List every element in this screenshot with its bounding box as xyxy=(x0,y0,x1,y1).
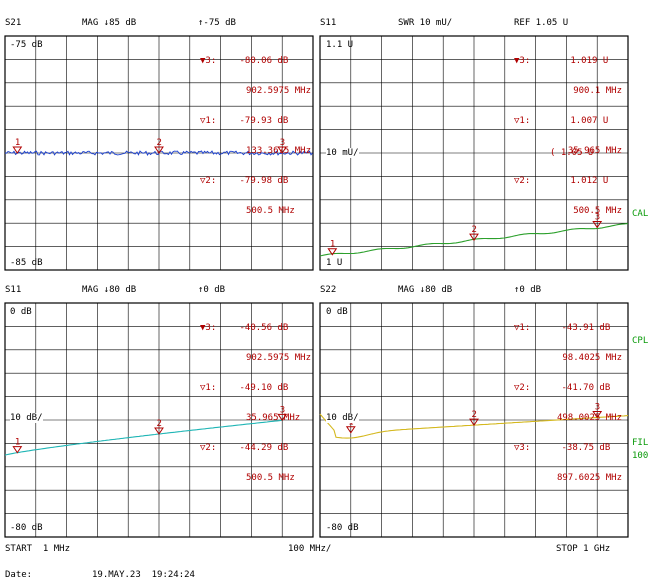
mid-scale-label: 10 dB/ xyxy=(326,413,359,423)
marker-1-freq: 35.965 MHz xyxy=(567,146,622,156)
trace-s11-mag xyxy=(4,419,284,456)
panel-ref: ↑-75 dB xyxy=(198,18,236,28)
marker-3-readout: ▼3: 1.019 U xyxy=(514,56,609,66)
marker-3-readout: ▼3: -40.56 dB xyxy=(200,323,289,333)
date-value: 19.MAY.23 19:24:24 xyxy=(92,570,195,580)
marker-2-readout: ▽2: -79.98 dB xyxy=(200,176,289,186)
marker-list: ▼3: -80.06 dB 902.5975 MHz ▽1: -79.93 dB 1… xyxy=(200,36,311,236)
marker-3-icon xyxy=(592,411,603,419)
marker-2-label: 2 xyxy=(472,225,477,235)
bottom-scale-label: -80 dB xyxy=(10,523,43,533)
panel-param: S11 xyxy=(5,285,22,295)
marker-2-icon xyxy=(154,146,164,154)
marker-1-readout: ▽1: -49.10 dB xyxy=(200,383,289,393)
top-scale-label: 1.1 U xyxy=(326,40,354,50)
panel-format: MAG ↓85 dB xyxy=(82,18,137,28)
side-label-cpl: CPL xyxy=(632,336,649,346)
marker-1-icon xyxy=(345,426,356,434)
mid-scale-label: 10 dB/ xyxy=(10,413,43,423)
marker-1-readout: ▽1: -79.93 dB xyxy=(200,116,289,126)
marker-list: ▽1: -43.91 dB 98.4025 MHz ▽2: -41.70 dB 49… xyxy=(514,303,622,503)
marker-3-freq: 902.5975 MHz xyxy=(246,86,312,96)
marker-1-freq: 133.3675 MHz xyxy=(246,146,312,156)
marker-3-freq: 897.6025 MHz xyxy=(556,473,622,483)
panel-ref: REF 1.05 U xyxy=(514,18,569,28)
marker-1-readout: ▽1: -43.91 dB xyxy=(514,323,611,333)
marker-2-icon xyxy=(154,427,164,435)
panel-param: S21 xyxy=(5,18,22,28)
marker-1-freq: 98.4025 MHz xyxy=(562,353,622,363)
frequency-span: 100 MHz/ xyxy=(288,544,332,554)
marker-3-freq: 902.5975 MHz xyxy=(246,353,312,363)
marker-2-icon xyxy=(469,418,479,427)
marker-2-freq: 500.5 MHz xyxy=(246,473,295,483)
marker-2-freq: 498.0025 MHz xyxy=(556,413,622,423)
marker-2-label: 2 xyxy=(157,419,162,429)
marker-2-label: 2 xyxy=(472,410,477,420)
marker-2-readout: ▽2: -44.29 dB xyxy=(200,443,289,453)
marker-2-readout: ▽2: 1.012 U xyxy=(514,176,609,186)
top-scale-label: 0 dB xyxy=(10,307,32,317)
marker-3-icon xyxy=(592,221,603,229)
marker-3-icon xyxy=(277,146,288,154)
bottom-scale-label: -85 dB xyxy=(10,258,43,268)
panel-format: MAG ↓80 dB xyxy=(82,285,137,295)
panel-ref: ↑0 dB xyxy=(198,285,226,295)
bottom-scale-label: -80 dB xyxy=(326,523,359,533)
marker-1-icon xyxy=(12,146,23,154)
panel-param: S11 xyxy=(320,18,337,28)
marker-3-readout: ▼3: -80.06 dB xyxy=(200,56,289,66)
bottom-scale-label: 1 U xyxy=(326,258,343,268)
marker-list: ▼3: 1.019 U 900.1 MHz ▽1: 1.007 U 35.965 M… xyxy=(514,36,622,236)
marker-3-label: 3 xyxy=(280,405,285,415)
top-scale-label: 0 dB xyxy=(326,307,348,317)
panel-format: MAG ↓80 dB xyxy=(398,285,453,295)
marker-2-icon xyxy=(469,233,479,242)
marker-3-readout: ▽3: -38.75 dB xyxy=(514,443,611,453)
marker-3-icon xyxy=(277,413,288,422)
panel-ref: ↑0 dB xyxy=(514,285,542,295)
panel-format: SWR 10 mU/ xyxy=(398,18,453,28)
side-label-fil: FIL 100 xyxy=(632,438,649,461)
marker-list: ▼3: -40.56 dB 902.5975 MHz ▽1: -49.10 dB 3… xyxy=(200,303,311,503)
top-scale-label: -75 dB xyxy=(10,40,43,50)
marker-1-label: 1 xyxy=(330,240,335,250)
marker-2-label: 2 xyxy=(157,138,162,148)
marker-2-freq: 500.5 MHz xyxy=(573,206,622,216)
marker-1-freq: 35.965 MHz xyxy=(246,413,301,423)
marker-3-label: 3 xyxy=(280,138,285,148)
date-label: Date: xyxy=(5,570,33,580)
marker-1-readout: ▽1: 1.007 U xyxy=(514,116,609,126)
ref-position-indicator: ( 1.05 U xyxy=(550,148,594,158)
panel-param: S22 xyxy=(320,285,337,295)
marker-2-readout: ▽2: -41.70 dB xyxy=(514,383,611,393)
start-frequency: START 1 MHz xyxy=(5,544,71,554)
marker-1-icon xyxy=(327,248,338,256)
marker-3-label: 3 xyxy=(595,403,600,413)
mid-scale-label: 10 mU/ xyxy=(326,148,359,158)
marker-1-label: 1 xyxy=(15,138,20,148)
stop-frequency: STOP 1 GHz xyxy=(556,544,611,554)
marker-1-label: 1 xyxy=(15,438,20,448)
marker-3-freq: 900.1 MHz xyxy=(573,86,622,96)
marker-3-label: 3 xyxy=(595,213,600,223)
marker-2-freq: 500.5 MHz xyxy=(246,206,295,216)
marker-1-icon xyxy=(12,446,23,454)
side-label-cal: CAL xyxy=(632,209,649,219)
